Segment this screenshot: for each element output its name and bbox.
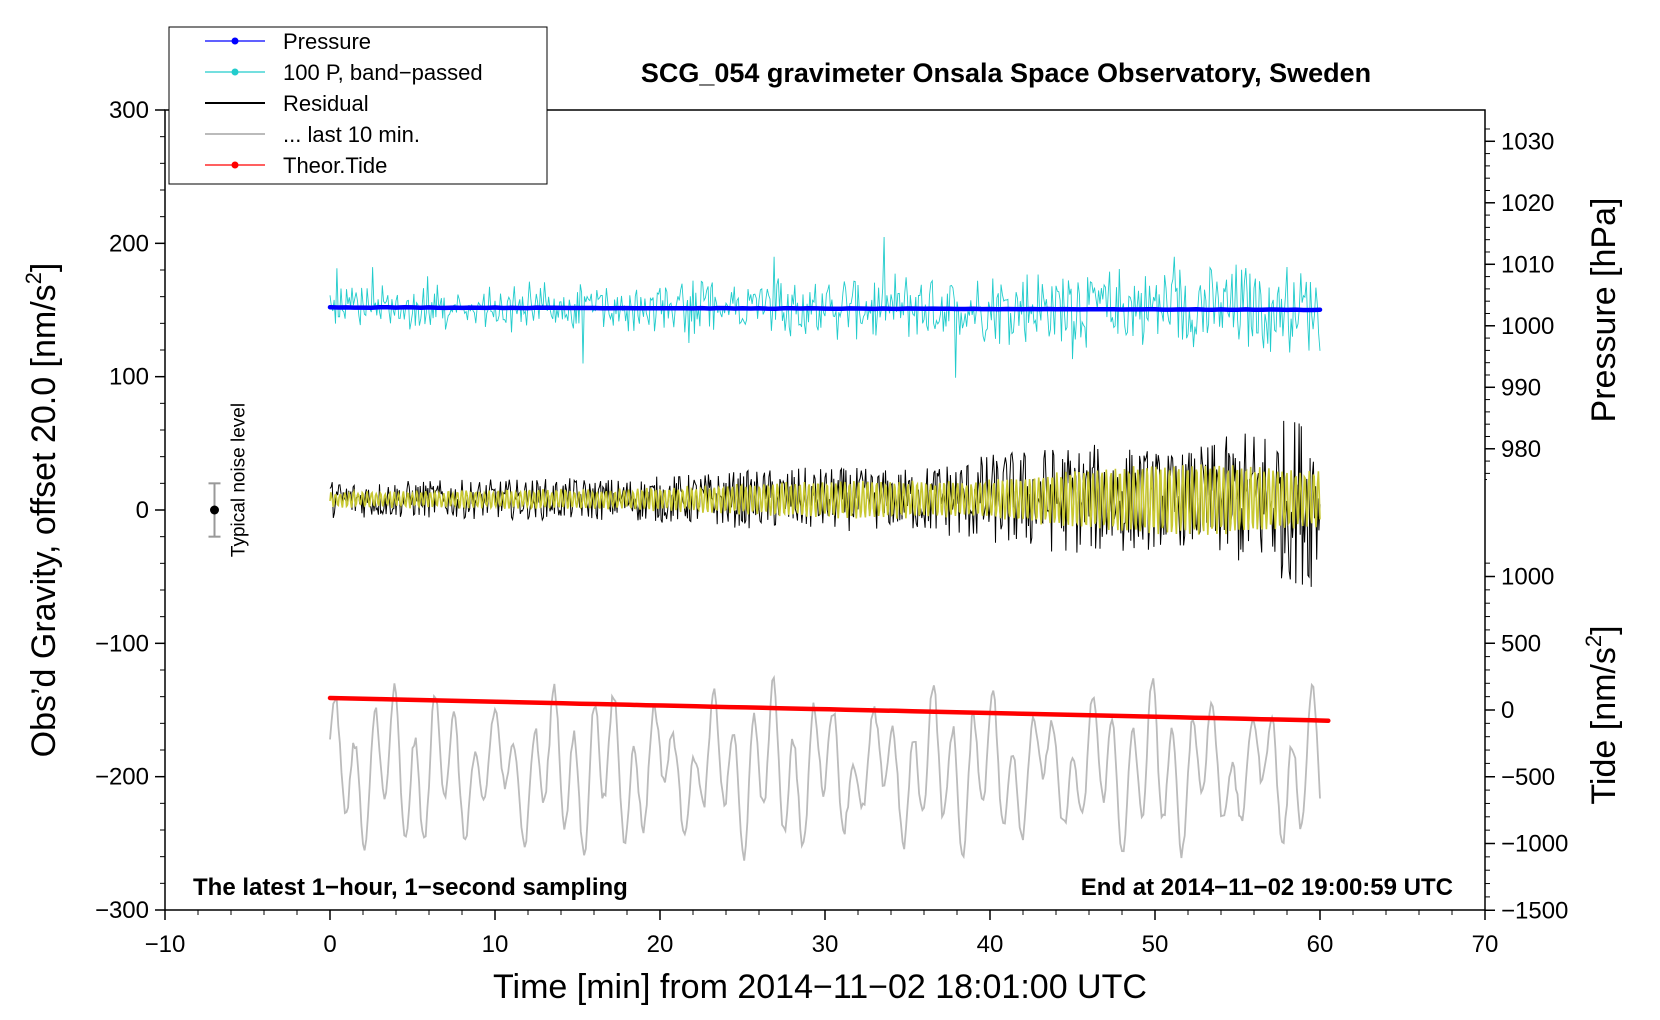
series-residual-smoothed-line xyxy=(329,464,1321,535)
x-tick-label: −10 xyxy=(145,931,186,958)
x-tick-label: 40 xyxy=(977,931,1004,958)
y-tick-label: 200 xyxy=(109,230,149,257)
legend-item-last10: ... last 10 min. xyxy=(205,122,420,147)
tide-tick-label: −1000 xyxy=(1501,831,1568,858)
x-tick-label: 50 xyxy=(1142,931,1169,958)
pressure-tick-label: 1000 xyxy=(1501,313,1554,340)
x-axis-title: Time [min] from 2014−11−02 18:01:00 UTC xyxy=(493,968,1147,1006)
x-tick-label: 30 xyxy=(812,931,839,958)
x-tick-label: 10 xyxy=(482,931,509,958)
noise-marker: Typical noise level xyxy=(208,403,250,557)
y-axis-pressure: 980 990 1000 1010 1020 1030 xyxy=(1485,128,1554,481)
y-tick-label: −300 xyxy=(95,897,149,924)
legend-label-residual: Residual xyxy=(283,91,369,116)
pressure-tick-label: 1010 xyxy=(1501,251,1554,278)
y-axis-pressure-title: Pressure [hPa] xyxy=(1585,198,1623,423)
y-axis-tide: −1500 −1000 −500 0 500 1000 xyxy=(1485,562,1568,924)
legend-label-tide: Theor.Tide xyxy=(283,153,387,178)
legend-marker-pressure xyxy=(231,37,239,45)
tide-tick-label: −500 xyxy=(1501,764,1555,791)
pressure-tick-label: 1030 xyxy=(1501,128,1554,155)
series-layer xyxy=(327,236,1331,861)
x-axis: −10 0 10 20 30 40 50 60 70 xyxy=(145,910,1499,958)
tide-tick-label: 500 xyxy=(1501,630,1541,657)
legend-marker-tide xyxy=(231,161,239,169)
series-pressure-line xyxy=(327,304,1323,313)
noise-label: Typical noise level xyxy=(229,403,250,557)
legend-label-pressure: Pressure xyxy=(283,29,371,54)
legend-item-residual: Residual xyxy=(205,91,369,116)
x-tick-label: 70 xyxy=(1472,931,1499,958)
y-tick-label: −100 xyxy=(95,630,149,657)
series-bandpassed-line xyxy=(329,236,1321,378)
x-tick-label: 60 xyxy=(1307,931,1334,958)
y-axis-left-title: Obs’d Gravity, offset 20.0 [nm/s2] xyxy=(21,263,63,758)
pressure-tick-label: 980 xyxy=(1501,436,1541,463)
legend-marker-bandpassed xyxy=(231,68,239,76)
x-tick-label: 0 xyxy=(323,931,336,958)
tide-tick-label: 0 xyxy=(1501,697,1514,724)
legend-item-pressure: Pressure xyxy=(205,29,371,54)
tide-tick-label: 1000 xyxy=(1501,564,1554,591)
legend: Pressure 100 P, band−passed Residual ...… xyxy=(168,26,548,185)
pressure-tick-label: 990 xyxy=(1501,374,1541,401)
y-tick-label: −200 xyxy=(95,764,149,791)
chart-title: SCG_054 gravimeter Onsala Space Observat… xyxy=(641,58,1371,88)
legend-item-bandpassed: 100 P, band−passed xyxy=(205,60,483,85)
legend-box xyxy=(168,26,548,185)
series-tide-line xyxy=(327,695,1331,723)
note-left: The latest 1−hour, 1−second sampling xyxy=(193,874,628,901)
note-right: End at 2014−11−02 19:00:59 UTC xyxy=(1081,874,1453,901)
legend-item-tide: Theor.Tide xyxy=(205,153,387,178)
legend-label-last10: ... last 10 min. xyxy=(283,122,420,147)
tide-tick-label: −1500 xyxy=(1501,897,1568,924)
y-axis-left: −300 −200 −100 0 100 200 300 xyxy=(95,97,165,924)
x-tick-label: 20 xyxy=(647,931,674,958)
y-axis-tide-title: Tide [nm/s2] xyxy=(1581,625,1623,804)
y-tick-label: 300 xyxy=(109,97,149,124)
y-tick-label: 0 xyxy=(136,497,149,524)
series-last10-line xyxy=(329,674,1321,861)
noise-dot xyxy=(210,505,219,515)
legend-label-bandpassed: 100 P, band−passed xyxy=(283,60,483,85)
pressure-tick-label: 1020 xyxy=(1501,190,1554,217)
y-tick-label: 100 xyxy=(109,364,149,391)
